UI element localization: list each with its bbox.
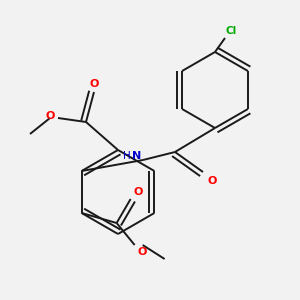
Text: O: O [89,79,99,89]
Text: O: O [138,247,147,257]
Text: O: O [134,187,143,197]
Text: H: H [123,151,131,161]
Text: O: O [46,111,55,121]
Text: N: N [132,151,141,161]
Text: O: O [207,176,216,186]
Text: Cl: Cl [226,26,237,36]
